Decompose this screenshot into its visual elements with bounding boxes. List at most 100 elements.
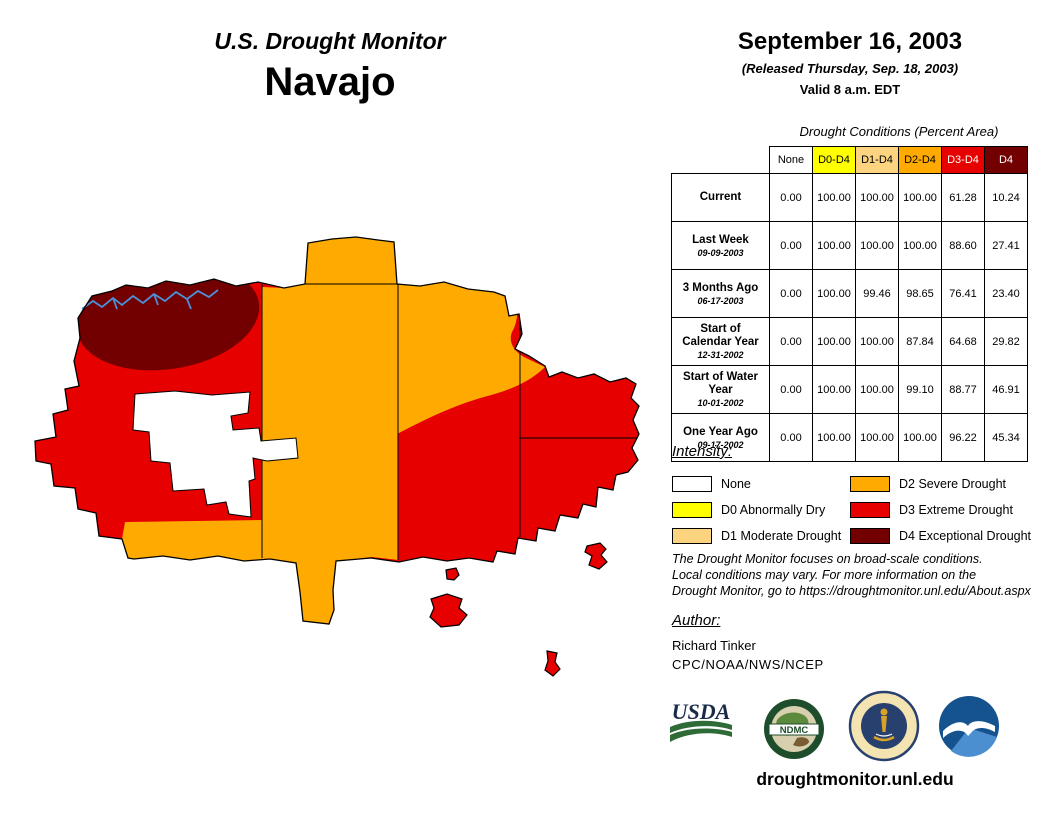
legend-item-d3: D3 Extreme Drought — [850, 497, 1032, 523]
cell-value: 100.00 — [855, 221, 899, 270]
about-link[interactable]: https://droughtmonitor.unl.edu/About.asp… — [799, 584, 1031, 598]
cell-value: 64.68 — [941, 317, 985, 366]
satellite-area — [584, 542, 608, 570]
d2-severe-drought-band — [122, 237, 398, 624]
reservation-outline — [34, 236, 640, 625]
report-title: U.S. Drought Monitor — [214, 28, 446, 54]
col-header-d4: D4 — [984, 146, 1028, 174]
legend-label: None — [721, 477, 751, 491]
author-name: Richard Tinker — [672, 638, 756, 653]
row-label: One Year Ago — [683, 425, 758, 438]
row-date: 09-17-2002 — [697, 439, 744, 450]
cell-value: 98.65 — [898, 269, 942, 318]
drought-table: None D0-D4 D1-D4 D2-D4 D3-D4 D4 Current … — [671, 146, 1028, 462]
table-row: One Year Ago 09-17-2002 0.00 100.00 100.0… — [671, 413, 1028, 462]
commerce-seal-icon — [848, 690, 920, 762]
disclaimer-line: The Drought Monitor focuses on broad-sca… — [672, 552, 983, 566]
cell-value: 29.82 — [984, 317, 1028, 366]
author-heading: Author: — [672, 612, 721, 629]
svg-text:USDA: USDA — [672, 700, 731, 724]
d3-swatch — [850, 502, 890, 518]
cell-value: 88.60 — [941, 221, 985, 270]
row-label: 3 Months Ago — [682, 281, 759, 294]
row-label: Start of Water Year — [683, 371, 758, 396]
intensity-legend: Intensity: None D0 Abnormally Dry D1 Mod… — [672, 443, 1032, 549]
table-row: Last Week 09-09-2003 0.00 100.00 100.00 1… — [671, 221, 1028, 270]
cell-value: 100.00 — [855, 413, 899, 462]
d4-exceptional-drought-region — [76, 263, 260, 371]
cell-value: 0.00 — [769, 269, 813, 318]
legend-label: D3 Extreme Drought — [899, 503, 1013, 517]
cell-value: 100.00 — [855, 317, 899, 366]
table-header-row: None D0-D4 D1-D4 D2-D4 D3-D4 D4 — [671, 146, 1028, 174]
col-header-d2-d4: D2-D4 — [898, 146, 942, 174]
disclaimer-line: Drought Monitor, go to https://droughtmo… — [672, 583, 1044, 599]
county-boundary-lines — [261, 242, 637, 560]
ndmc-logo: NDMC — [764, 699, 824, 759]
cell-value: 100.00 — [898, 173, 942, 222]
cell-value: 100.00 — [812, 173, 856, 222]
cell-value: 100.00 — [812, 317, 856, 366]
hopi-enclave-hole — [132, 390, 299, 518]
disclaimer-text: The Drought Monitor focuses on broad-sca… — [672, 551, 1044, 599]
svg-text:NDMC: NDMC — [780, 725, 809, 736]
cell-value: 100.00 — [812, 269, 856, 318]
row-label: Last Week — [692, 233, 749, 246]
valid-time: Valid 8 a.m. EDT — [799, 82, 901, 97]
cell-value: 100.00 — [898, 221, 942, 270]
table-row: Start of Calendar Year 12-31-2002 0.00 10… — [671, 317, 1028, 366]
report-date: September 16, 2003 — [737, 28, 963, 55]
cell-value: 61.28 — [941, 173, 985, 222]
cell-value: 10.24 — [984, 173, 1028, 222]
cell-value: 46.91 — [984, 365, 1028, 414]
legend-label: D2 Severe Drought — [899, 477, 1007, 491]
legend-title: Intensity: — [672, 443, 733, 460]
col-header-d1-d4: D1-D4 — [855, 146, 899, 174]
satellite-area — [429, 593, 468, 628]
legend-item-none: None — [672, 471, 850, 497]
row-date: 06-17-2003 — [697, 295, 744, 306]
header-spacer — [671, 146, 770, 174]
col-header-none: None — [769, 146, 813, 174]
release-date: (Released Thursday, Sep. 18, 2003) — [741, 61, 959, 76]
cell-value: 96.22 — [941, 413, 985, 462]
legend-item-d4: D4 Exceptional Drought — [850, 523, 1032, 549]
row-date: 12-31-2002 — [697, 350, 744, 360]
table-row: Start of Water Year 10-01-2002 0.00 100.0… — [671, 365, 1028, 414]
table-caption: Drought Conditions (Percent Area) — [799, 124, 999, 139]
cell-value: 100.00 — [812, 221, 856, 270]
region-name: Navajo — [264, 60, 396, 104]
col-header-d0-d4: D0-D4 — [812, 146, 856, 174]
satellite-area — [544, 650, 561, 677]
none-swatch — [672, 476, 712, 492]
legend-label: D4 Exceptional Drought — [899, 529, 1032, 543]
col-header-d3-d4: D3-D4 — [941, 146, 985, 174]
legend-item-d0: D0 Abnormally Dry — [672, 497, 850, 523]
cell-value: 99.10 — [898, 365, 942, 414]
cell-value: 100.00 — [855, 173, 899, 222]
d4-swatch — [850, 528, 890, 544]
river-line — [81, 289, 219, 310]
cell-value: 27.41 — [984, 221, 1028, 270]
cell-value: 23.40 — [984, 269, 1028, 318]
noaa-logo — [939, 696, 999, 757]
cell-value: 0.00 — [769, 173, 813, 222]
legend-label: D1 Moderate Drought — [721, 529, 842, 543]
table-row: 3 Months Ago 06-17-2003 0.00 100.00 99.46… — [671, 269, 1028, 318]
cell-value: 99.46 — [855, 269, 899, 318]
cell-value: 0.00 — [769, 413, 813, 462]
cell-value: 87.84 — [898, 317, 942, 366]
cell-value: 100.00 — [855, 365, 899, 414]
navajo-drought-map — [34, 236, 640, 677]
d1-swatch — [672, 528, 712, 544]
legend-item-d2: D2 Severe Drought — [850, 471, 1032, 497]
row-label: Start of Calendar Year — [682, 323, 759, 348]
cell-value: 0.00 — [769, 365, 813, 414]
usda-logo: USDA — [670, 700, 732, 742]
cell-value: 76.41 — [941, 269, 985, 318]
row-date: 10-01-2002 — [697, 398, 744, 408]
satellite-areas — [429, 542, 608, 677]
footer-url[interactable]: droughtmonitor.unl.edu — [756, 769, 954, 789]
d2-severe-drought-lobe — [397, 276, 545, 434]
d0-swatch — [672, 502, 712, 518]
